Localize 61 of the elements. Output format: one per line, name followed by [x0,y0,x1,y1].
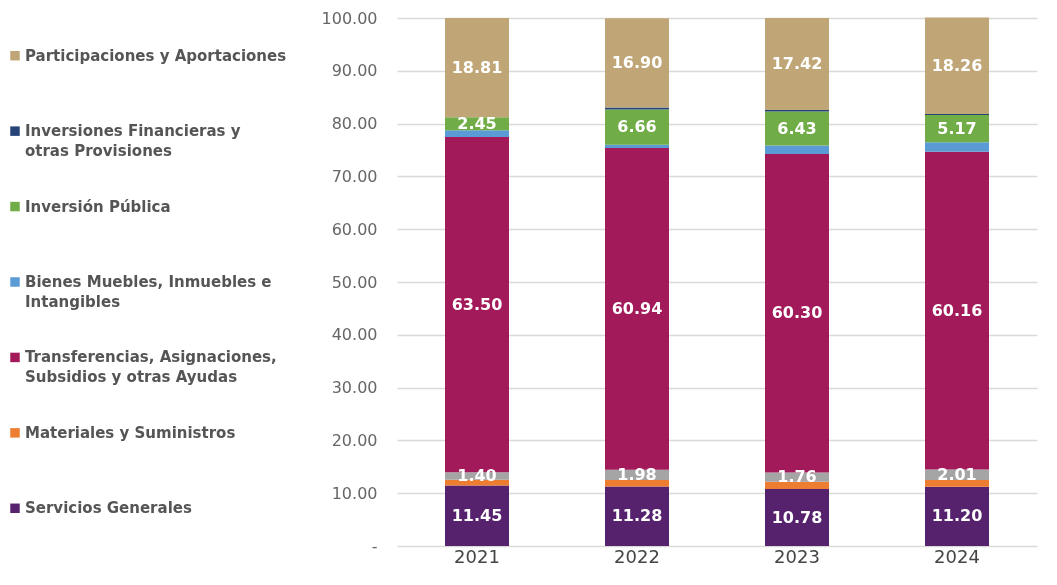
y-tick-label: 60.00 [331,219,378,239]
bar [605,486,669,546]
legend-label: Materiales y Suministros [25,423,236,442]
data-label: 18.26 [931,55,983,75]
bar [605,144,669,148]
data-label: 11.28 [611,506,663,526]
x-tick-label: 2024 [934,545,980,567]
legend-label: Inversión Pública [25,197,171,216]
x-tick-label: 2023 [774,545,820,567]
y-tick-label: 40.00 [331,325,378,345]
y-tick-label: 90.00 [331,61,378,81]
bar [925,17,989,114]
bar [765,481,829,490]
bar [445,479,509,486]
data-label: 6.66 [617,117,657,137]
data-label: 1.98 [617,464,657,484]
bar [605,107,669,110]
y-tick-label: 100.00 [321,8,378,28]
data-label: 1.40 [457,466,497,486]
bar [605,147,669,470]
legend-label: Inversiones Financieras y otras Provisiones [25,122,241,161]
x-tick-label: 2022 [614,545,660,567]
y-tick-label: 50.00 [331,272,378,292]
bar [765,489,829,546]
data-label: 6.43 [777,118,817,138]
legend-label: Servicios Generales [25,499,192,518]
bar [445,17,509,118]
x-tick-label: 2021 [454,545,500,567]
bar [925,480,989,487]
data-label: 5.17 [937,118,977,138]
y-tick-label: 80.00 [331,114,378,134]
legend-label: Transferencias, Asignaciones, Subsidios y otras Ayudas [25,348,277,387]
data-label: 11.45 [451,505,503,525]
data-label: 2.45 [457,113,497,133]
data-label: 10.78 [771,507,823,527]
data-label: 1.76 [777,467,817,487]
bar [765,18,829,111]
y-tick-label: 20.00 [331,430,378,450]
data-label: 11.20 [931,506,983,526]
data-label: 60.94 [611,298,663,318]
data-label: 16.90 [611,52,663,72]
data-label: 60.16 [931,300,983,320]
legend-label: Bienes Muebles, Inmuebles e Intangibles [25,273,272,311]
data-label: 60.30 [771,303,823,323]
y-tick-label: 10.00 [331,483,378,503]
data-label: 18.81 [451,57,503,77]
bar [925,486,989,546]
data-label: 2.01 [937,464,977,484]
bar [765,145,829,155]
legend-label: Participaciones y Aportaciones [25,46,287,65]
y-tick-label: - [371,536,378,556]
data-label: 63.50 [451,294,503,314]
y-tick-label: 30.00 [331,378,378,398]
bar [925,142,989,152]
bar [445,130,509,138]
y-tick-label: 70.00 [331,166,378,186]
bar [605,480,669,487]
bar [925,151,989,470]
data-label: 17.42 [771,54,823,74]
bar [445,485,509,546]
bar [605,18,669,108]
